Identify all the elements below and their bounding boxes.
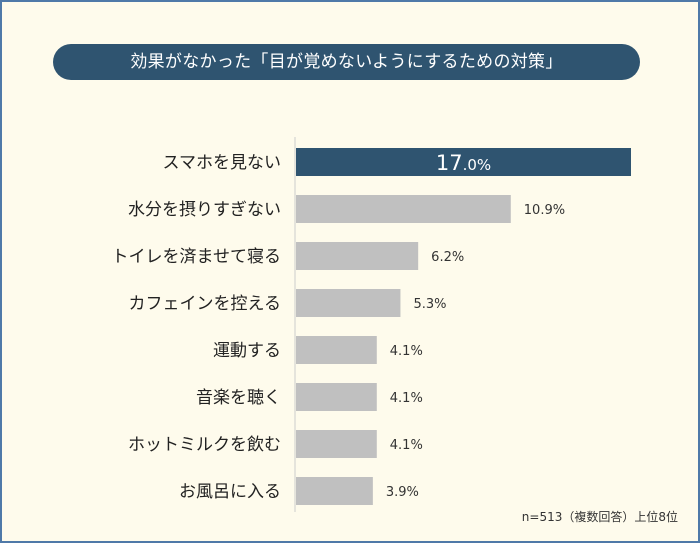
value-label: 4.1% — [390, 438, 423, 453]
value-label: 10.9% — [524, 203, 565, 218]
bar — [296, 430, 377, 458]
chart-title: 効果がなかった「目が覚めないようにするための対策」 — [53, 44, 640, 80]
value-label: 5.3% — [413, 297, 446, 312]
bar — [296, 195, 511, 223]
category-label: 運動する — [213, 341, 281, 361]
bar — [296, 383, 377, 411]
category-label: カフェインを控える — [129, 294, 282, 314]
value-label: 3.9% — [386, 485, 419, 500]
value-label: 4.1% — [390, 391, 423, 406]
bar — [296, 148, 631, 176]
sample-note: n=513（複数回答）上位8位 — [521, 510, 678, 524]
category-label: 音楽を聴く — [196, 388, 281, 408]
category-label: トイレを済ませて寝る — [112, 246, 282, 267]
category-label: お風呂に入る — [179, 482, 281, 502]
value-label: 4.1% — [390, 344, 423, 359]
category-label: ホットミルクを飲む — [128, 435, 281, 455]
bar — [296, 242, 419, 270]
bar — [296, 477, 373, 505]
bar — [296, 289, 401, 317]
category-label: 水分を摂りすぎない — [128, 200, 281, 220]
value-label: 6.2% — [431, 250, 464, 265]
value-label: 17.0% — [436, 151, 491, 175]
bar — [296, 336, 377, 364]
category-label: スマホを見ない — [163, 153, 282, 173]
